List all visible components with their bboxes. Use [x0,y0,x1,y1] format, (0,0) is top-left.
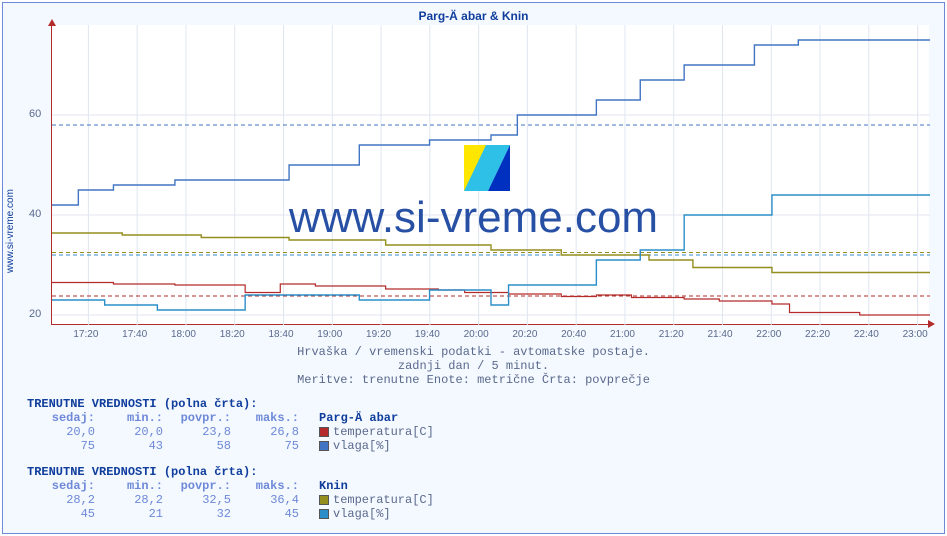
x-tick-label: 17:20 [73,329,98,340]
y-tick-label: 20 [29,308,41,320]
stats-value: 58 [163,439,231,453]
x-tick-label: 18:40 [269,329,294,340]
x-tick-label: 20:20 [512,329,537,340]
stats-value: 20,0 [95,425,163,439]
stats-value: 45 [27,507,95,521]
stats-block: TRENUTNE VREDNOSTI (polna črta):sedaj:mi… [27,465,434,521]
x-tick-label: 21:00 [610,329,635,340]
stats-col: maks.: [231,411,299,425]
x-tick-label: 23:00 [903,329,928,340]
stats-col: povpr.: [163,411,231,425]
legend-swatch [319,495,329,505]
stats-value: 21 [95,507,163,521]
stats-value: 23,8 [163,425,231,439]
stats-value: 32 [163,507,231,521]
stats-col: min.: [95,479,163,493]
stats-col: sedaj: [27,411,95,425]
x-tick-label: 22:40 [854,329,879,340]
stats-header: TRENUTNE VREDNOSTI (polna črta): [27,397,434,411]
x-tick-label: 19:40 [415,329,440,340]
y-tick-label: 60 [29,108,41,120]
plot-area [51,25,929,325]
legend-swatch [319,441,329,451]
legend-swatch [319,509,329,519]
legend-label: vlaga[%] [333,507,391,521]
x-tick-label: 22:20 [805,329,830,340]
x-tick-label: 17:40 [122,329,147,340]
stats-value: 28,2 [95,493,163,507]
stats-value: 75 [231,439,299,453]
stats-header: TRENUTNE VREDNOSTI (polna črta): [27,465,434,479]
legend-label: temperatura[C] [333,425,434,439]
x-tick-label: 21:40 [708,329,733,340]
stats-value: 45 [231,507,299,521]
stats-col: min.: [95,411,163,425]
stats-col: povpr.: [163,479,231,493]
legend-swatch [319,427,329,437]
legend-label: temperatura[C] [333,493,434,507]
stats-col: sedaj: [27,479,95,493]
subtitle-1: Hrvaška / vremenski podatki - avtomatske… [3,345,944,359]
stats-col: maks.: [231,479,299,493]
subtitle-2: zadnji dan / 5 minut. [3,359,944,373]
x-tick-label: 20:00 [464,329,489,340]
stats-value: 32,5 [163,493,231,507]
station-name: Parg-Ä abar [319,411,398,425]
stats-value: 75 [27,439,95,453]
x-tick-label: 19:00 [317,329,342,340]
chart-container: www.si-vreme.com Parg-Ä abar & Knin www.… [2,2,945,534]
stats-block: TRENUTNE VREDNOSTI (polna črta):sedaj:mi… [27,397,434,453]
stats-value: 28,2 [27,493,95,507]
chart-title: Parg-Ä abar & Knin [3,9,944,23]
y-tick-label: 40 [29,208,41,220]
legend-label: vlaga[%] [333,439,391,453]
station-name: Knin [319,479,348,493]
side-label: www.si-vreme.com [5,189,16,273]
subtitle-3: Meritve: trenutne Enote: metrične Črta: … [3,373,944,387]
x-tick-label: 18:20 [220,329,245,340]
x-tick-label: 22:00 [756,329,781,340]
x-tick-label: 18:00 [171,329,196,340]
plot-svg [52,25,930,325]
x-tick-label: 21:20 [659,329,684,340]
stats-value: 26,8 [231,425,299,439]
stats-value: 43 [95,439,163,453]
stats-value: 20,0 [27,425,95,439]
stats-value: 36,4 [231,493,299,507]
x-tick-label: 19:20 [366,329,391,340]
x-tick-label: 20:40 [561,329,586,340]
